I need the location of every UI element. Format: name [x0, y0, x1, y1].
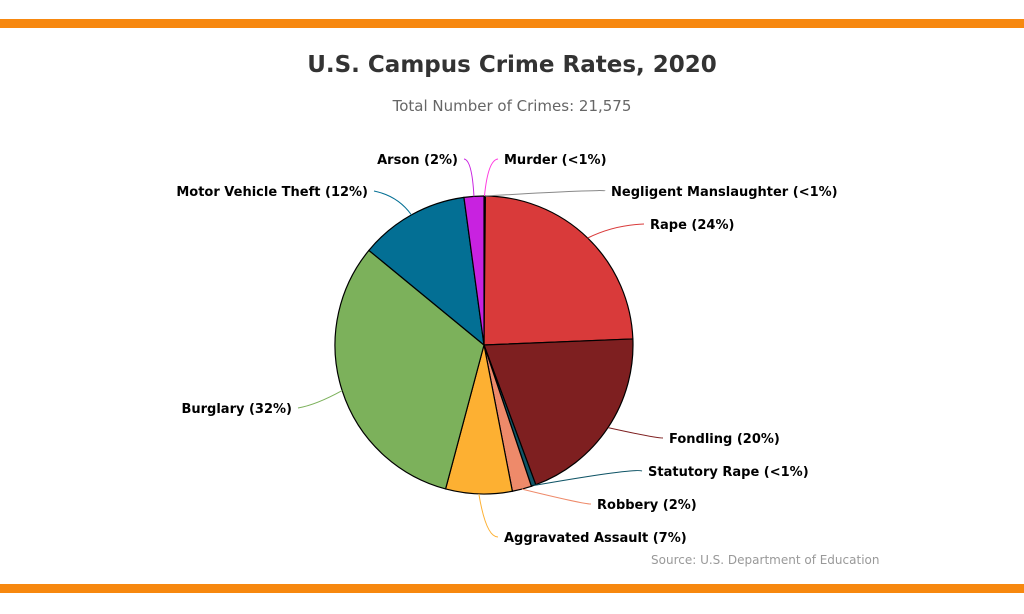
connector-negligent-manslaughter	[485, 190, 606, 197]
top-accent-bar	[0, 19, 1024, 28]
source-note: Source: U.S. Department of Education	[651, 553, 880, 567]
label-fondling: Fondling (20%)	[669, 432, 780, 447]
label-robbery: Robbery (2%)	[597, 498, 697, 513]
connector-robbery	[521, 488, 592, 505]
connector-burglary	[297, 390, 343, 409]
pie-label-connectors	[297, 158, 664, 538]
connector-aggravated-assault	[478, 493, 499, 538]
label-arson: Arson (2%)	[377, 153, 458, 168]
pie-slice-fondling	[483, 338, 634, 486]
connector-fondling	[607, 427, 664, 439]
pie-slice-rape	[483, 195, 634, 346]
label-aggravated-assault: Aggravated Assault (7%)	[504, 531, 687, 546]
pie-slice-motor-vehicle-theft	[368, 196, 485, 346]
label-burglary: Burglary (32%)	[181, 402, 292, 417]
connector-motor-vehicle-theft	[373, 190, 412, 216]
label-rape: Rape (24%)	[650, 218, 734, 233]
connector-murder	[483, 158, 499, 197]
pie-slice-burglary	[334, 249, 485, 490]
connector-rape	[587, 223, 645, 239]
label-negligent-manslaughter: Negligent Manslaughter (<1%)	[611, 185, 838, 200]
connector-arson	[463, 158, 475, 197]
label-motor-vehicle-theft: Motor Vehicle Theft (12%)	[176, 185, 368, 200]
chart-title: U.S. Campus Crime Rates, 2020	[307, 52, 717, 78]
label-statutory-rape: Statutory Rape (<1%)	[648, 465, 809, 480]
connector-statutory-rape	[533, 470, 643, 486]
bottom-accent-bar	[0, 584, 1024, 593]
label-murder: Murder (<1%)	[504, 153, 607, 168]
pie-labels: Murder (<1%) Negligent Manslaughter (<1%)…	[176, 153, 837, 546]
pie-slices	[334, 195, 634, 495]
chart-subtitle: Total Number of Crimes: 21,575	[392, 97, 632, 115]
